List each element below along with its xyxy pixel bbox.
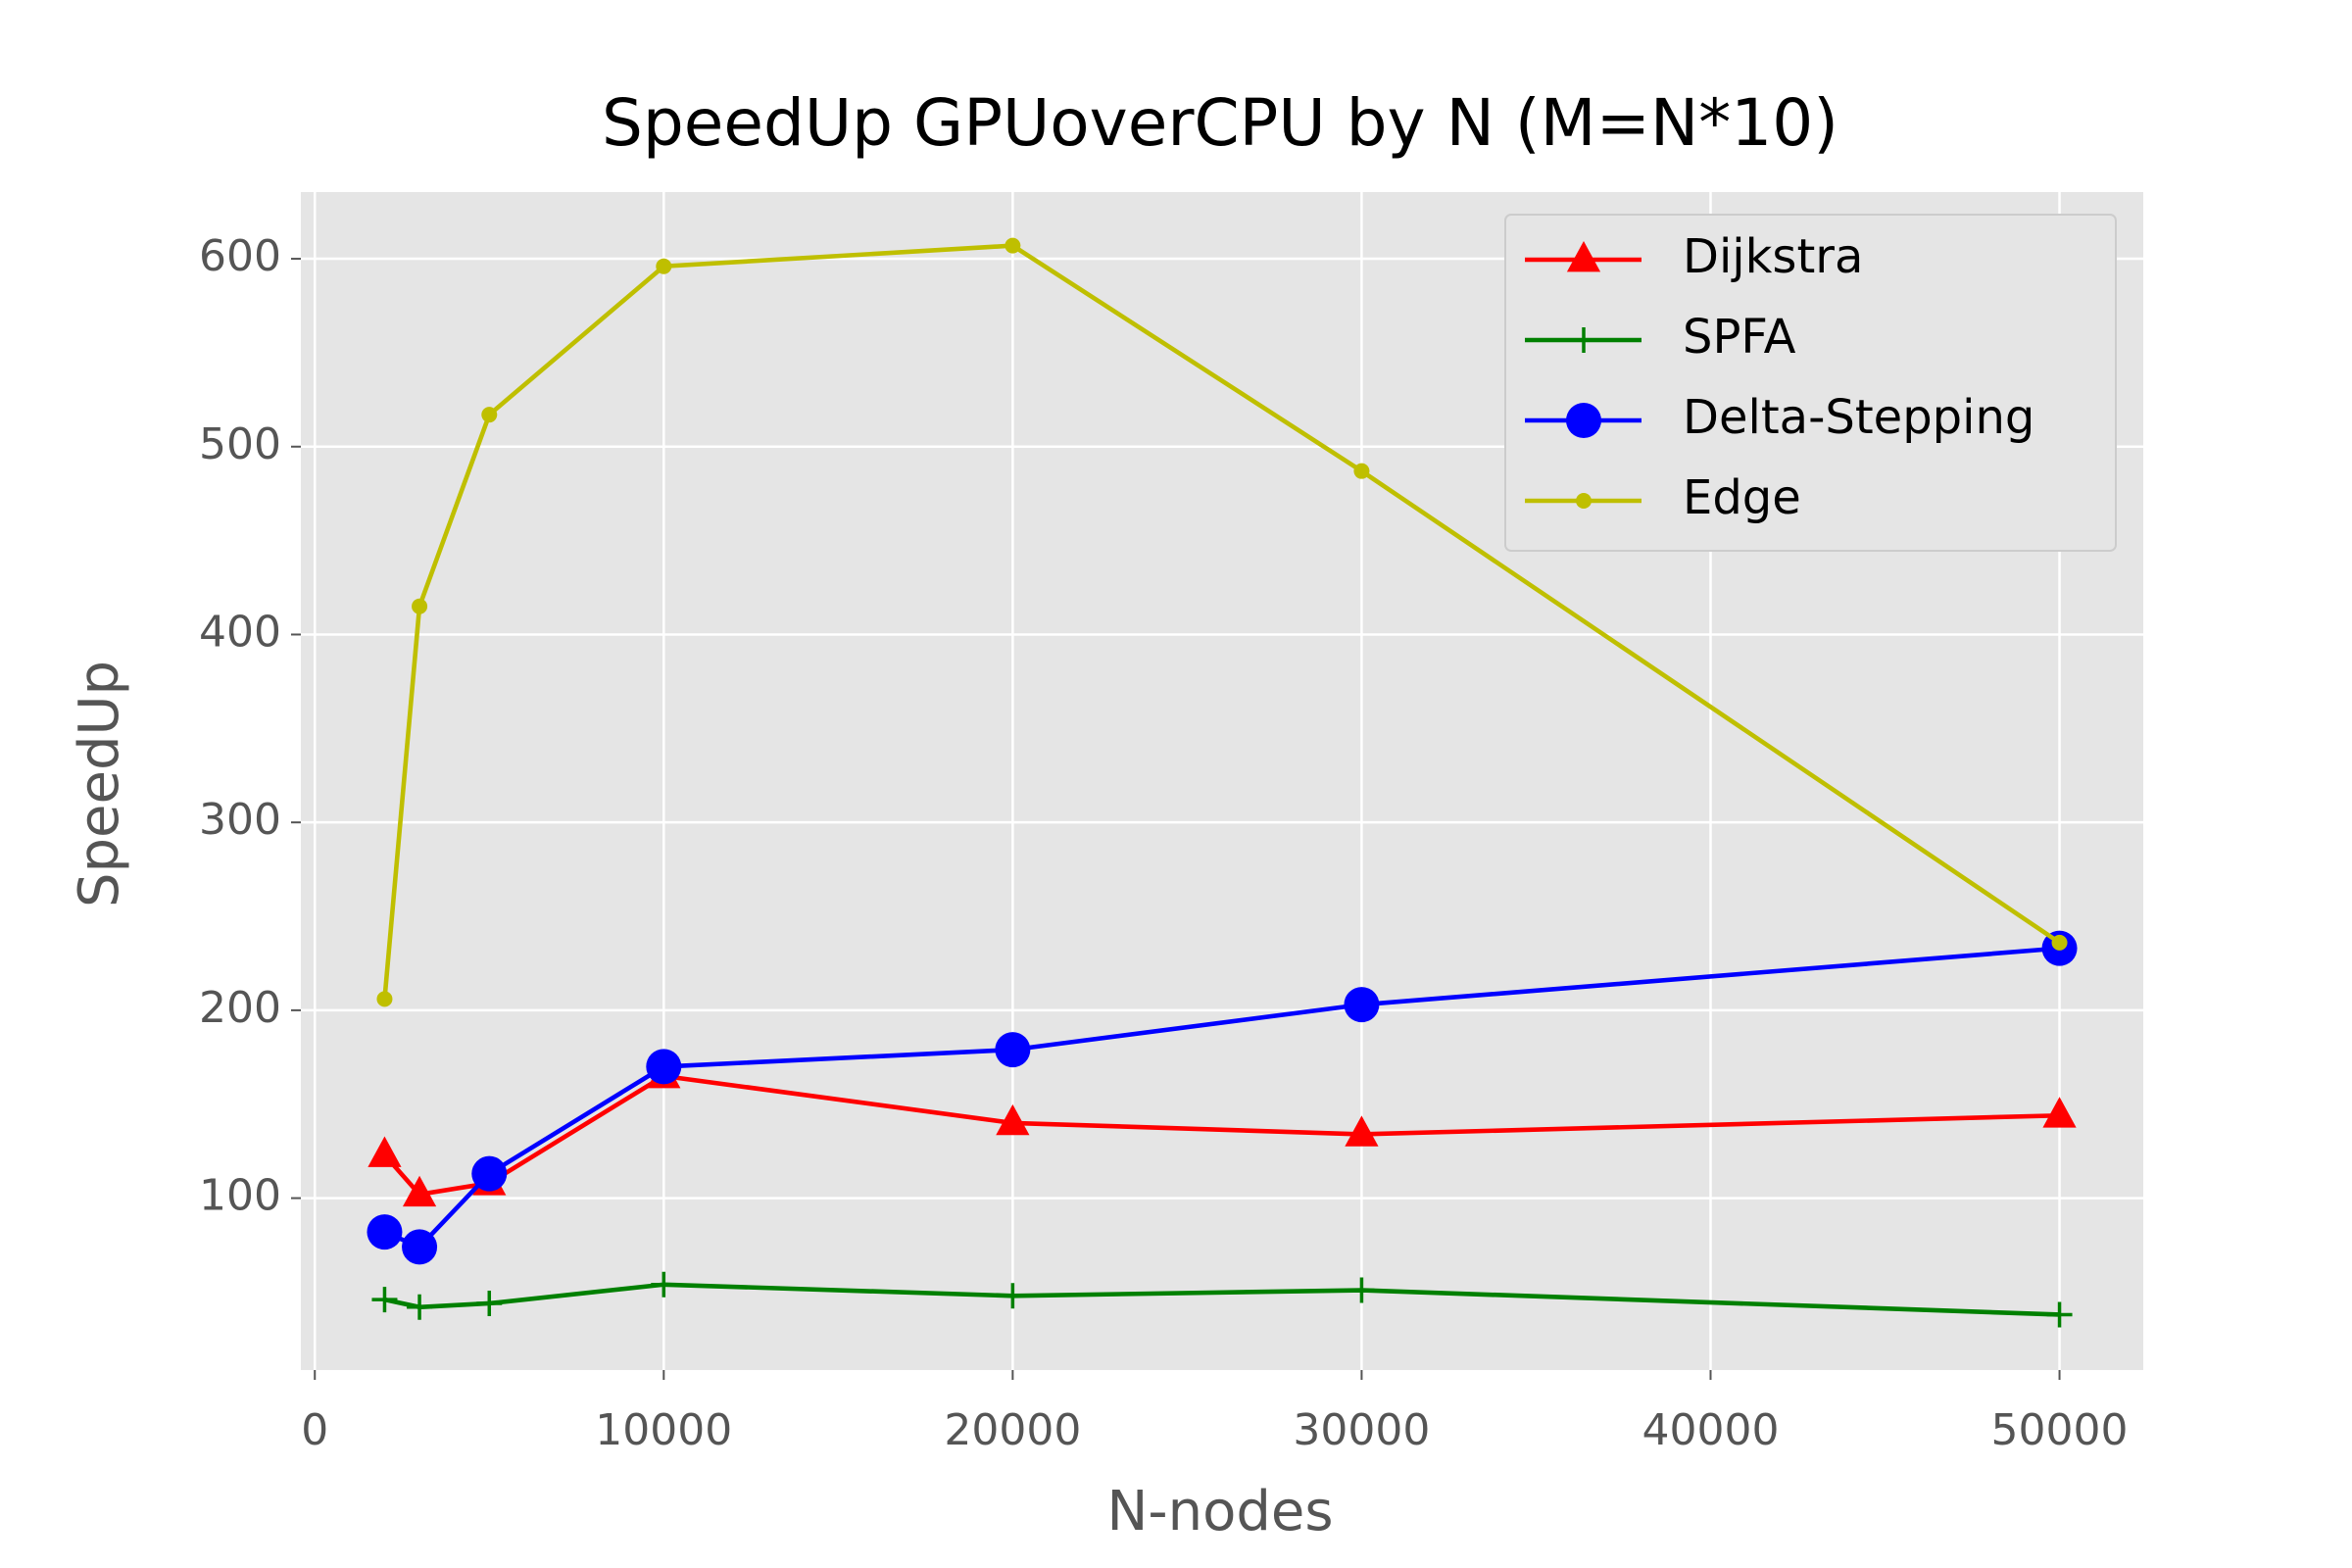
x-axis-label: N-nodes bbox=[1106, 1480, 1333, 1544]
x-tick-label: 10000 bbox=[595, 1405, 732, 1455]
marker bbox=[407, 1294, 433, 1320]
y-tick-label: 200 bbox=[199, 983, 281, 1033]
x-tick-label: 0 bbox=[301, 1405, 328, 1455]
marker bbox=[1566, 403, 1601, 438]
x-tick-label: 50000 bbox=[1991, 1405, 2129, 1455]
y-tick-label: 300 bbox=[199, 795, 281, 845]
legend-label: Dijkstra bbox=[1683, 229, 1863, 284]
marker bbox=[1576, 493, 1592, 509]
legend-label: SPFA bbox=[1683, 310, 1796, 365]
marker bbox=[2046, 1301, 2073, 1328]
y-tick-label: 500 bbox=[199, 419, 281, 469]
legend-box bbox=[1504, 214, 2117, 552]
x-tick-label: 30000 bbox=[1293, 1405, 1430, 1455]
marker bbox=[656, 258, 672, 274]
marker bbox=[402, 1229, 438, 1265]
y-tick-label: 100 bbox=[199, 1171, 281, 1221]
marker bbox=[651, 1271, 677, 1298]
marker bbox=[1566, 241, 1601, 272]
marker bbox=[412, 598, 428, 614]
marker bbox=[481, 407, 498, 423]
marker bbox=[368, 1136, 402, 1167]
marker bbox=[1344, 987, 1380, 1023]
marker bbox=[1345, 1115, 1379, 1147]
legend-label: Delta-Stepping bbox=[1683, 390, 2034, 445]
marker bbox=[367, 1214, 403, 1250]
chart-title: SpeedUp GPUoverCPU by N (M=N*10) bbox=[602, 85, 1838, 161]
legend: Dijkstra SPFA Delta-Stepping Edge bbox=[1504, 214, 2117, 552]
marker bbox=[2051, 934, 2068, 951]
y-tick-label: 400 bbox=[199, 607, 281, 657]
marker bbox=[1348, 1277, 1375, 1303]
marker bbox=[1004, 237, 1021, 254]
x-tick-label: 40000 bbox=[1642, 1405, 1779, 1455]
marker bbox=[646, 1049, 682, 1085]
marker bbox=[376, 991, 393, 1007]
marker bbox=[371, 1287, 398, 1313]
marker bbox=[2042, 1097, 2077, 1128]
marker bbox=[476, 1290, 503, 1316]
x-tick-label: 20000 bbox=[944, 1405, 1081, 1455]
marker bbox=[402, 1175, 437, 1207]
marker bbox=[995, 1032, 1031, 1068]
marker bbox=[996, 1103, 1030, 1136]
marker bbox=[1353, 463, 1370, 479]
marker bbox=[471, 1155, 508, 1192]
marker bbox=[1000, 1283, 1026, 1309]
y-axis-label: SpeedUp bbox=[68, 661, 131, 907]
y-tick-label: 600 bbox=[199, 231, 281, 281]
marker bbox=[1571, 327, 1596, 353]
legend-label: Edge bbox=[1683, 470, 1801, 525]
